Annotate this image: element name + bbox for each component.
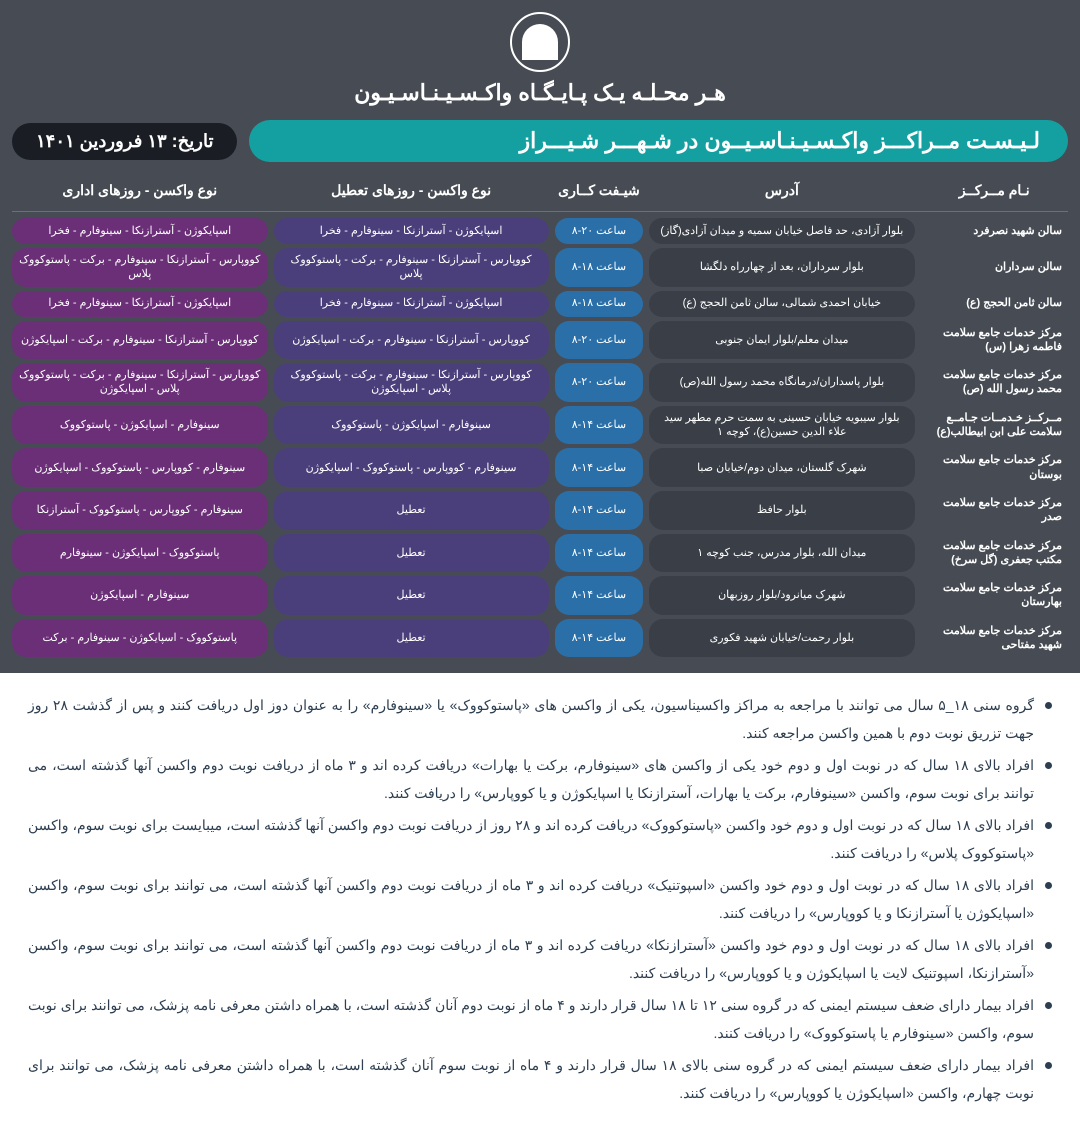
- table-row: سالن سردارانبلوار سرداران، بعد از چهاررا…: [12, 248, 1068, 287]
- cell-vac-work: سینوفارم - کووپارس - پاستوکووک - آسترازن…: [12, 491, 267, 530]
- cell-vac-holiday: تعطیل: [274, 491, 549, 530]
- header-bar: لـیـسـت مــراکـــز واکـسـیـنـاسـیــون در…: [0, 114, 1080, 168]
- top-title: هـر محـلـه یـک پـایـگـاه واکـسـیـنـاسـیـ…: [0, 80, 1080, 106]
- cell-addr: بلوار حافظ: [649, 491, 914, 530]
- table-row: مــرکــز خـدمــات جـامــع سلامت علی ابن …: [12, 406, 1068, 445]
- cell-name: سالن شهید نصرفرد: [921, 218, 1068, 244]
- note-item: افراد بالای ۱۸ سال که در نوبت اول و دوم …: [28, 871, 1052, 927]
- table-row: مرکز خدمات جامع سلامت بهارستانشهرک میانر…: [12, 576, 1068, 615]
- table-row: مرکز خدمات جامع سلامت بوستانشهرک گلستان،…: [12, 448, 1068, 487]
- cell-vac-holiday: سینوفارم - کووپارس - پاستوکووک - اسپایکو…: [274, 448, 549, 487]
- cell-addr: بلوار سرداران، بعد از چهارراه دلگشا: [649, 248, 914, 287]
- table-wrap: نـام مــرکــز آدرس شیـفت کــاری نوع واکس…: [0, 168, 1080, 673]
- cell-vac-work: پاستوکووک - اسپایکوژن - سینوفارم: [12, 534, 267, 573]
- cell-shift: ساعت ۱۴-۸: [555, 619, 644, 658]
- cell-shift: ساعت ۱۸-۸: [555, 291, 644, 317]
- cell-shift: ساعت ۲۰-۸: [555, 321, 644, 360]
- cell-name: مــرکــز خـدمــات جـامــع سلامت علی ابن …: [921, 406, 1068, 445]
- table-row: مرکز خدمات جامع سلامت محمد رسول الله (ص)…: [12, 363, 1068, 402]
- cell-name: مرکز خدمات جامع سلامت صدر: [921, 491, 1068, 530]
- cell-name: مرکز خدمات جامع سلامت فاطمه زهرا (س): [921, 321, 1068, 360]
- cell-shift: ساعت ۲۰-۸: [555, 218, 644, 244]
- cell-vac-work: پاستوکووک - اسپایکوژن - سینوفارم - برکت: [12, 619, 267, 658]
- table-body: سالن شهید نصرفرد بلوار آزادی، حد فاصل خیا…: [12, 218, 1068, 657]
- main-title: لـیـسـت مــراکـــز واکـسـیـنـاسـیــون در…: [249, 120, 1068, 162]
- date-pill: تاریخ: ۱۳ فروردین ۱۴۰۱: [12, 123, 237, 160]
- note-item: گروه سنی ۱۸_۵ سال می توانند با مراجعه به…: [28, 691, 1052, 747]
- note-item: افراد بالای ۱۸ سال که در نوبت اول و دوم …: [28, 751, 1052, 807]
- cell-addr: میدان الله، بلوار مدرس، جنب کوچه ۱: [649, 534, 914, 573]
- cell-addr: بلوار سیبویه خیابان حسینی به سمت حرم مطه…: [649, 406, 914, 445]
- notes-section: گروه سنی ۱۸_۵ سال می توانند با مراجعه به…: [0, 673, 1080, 1135]
- cell-addr: بلوار آزادی، حد فاصل خیابان سمیه و میدان…: [649, 218, 914, 244]
- th-vac-holiday: نوع واکسن - روزهای تعطیل: [274, 178, 549, 203]
- cell-vac-work: کووپارس - آسترازنکا - سینوفارم - برکت - …: [12, 321, 267, 360]
- logo-icon: [510, 12, 570, 72]
- cell-name: مرکز خدمات جامع سلامت محمد رسول الله (ص): [921, 363, 1068, 402]
- cell-addr: میدان معلم/بلوار ایمان جنوبی: [649, 321, 914, 360]
- cell-name: مرکز خدمات جامع سلامت بوستان: [921, 448, 1068, 487]
- note-item: افراد بیمار دارای ضعف سیستم ایمنی که در …: [28, 1051, 1052, 1107]
- cell-vac-work: سینوفارم - اسپایکوژن - پاستوکووک: [12, 406, 267, 445]
- table-row: مرکز خدمات جامع سلامت شهید مفتاحیبلوار ر…: [12, 619, 1068, 658]
- cell-vac-holiday: کووپارس - آسترازنکا - سینوفارم - برکت - …: [274, 321, 549, 360]
- cell-shift: ساعت ۱۴-۸: [555, 491, 644, 530]
- cell-name: سالن ثامن الحجج (ع): [921, 291, 1068, 317]
- cell-name: مرکز خدمات جامع سلامت مکتب جعفری (گل سرخ…: [921, 534, 1068, 573]
- cell-name: مرکز خدمات جامع سلامت بهارستان: [921, 576, 1068, 615]
- th-shift: شیـفت کــاری: [555, 178, 644, 203]
- cell-vac-work: اسپایکوژن - آسترازنکا - سینوفارم - فخرا: [12, 218, 267, 244]
- notes-list: گروه سنی ۱۸_۵ سال می توانند با مراجعه به…: [28, 691, 1052, 1107]
- th-addr: آدرس: [649, 178, 914, 203]
- note-item: افراد بالای ۱۸ سال که در نوبت اول و دوم …: [28, 931, 1052, 987]
- th-name: نـام مــرکــز: [921, 178, 1068, 203]
- cell-addr: بلوار رحمت/خیابان شهید فکوری: [649, 619, 914, 658]
- cell-addr: شهرک میانرود/بلوار روزبهان: [649, 576, 914, 615]
- cell-addr: بلوار پاسداران/درمانگاه محمد رسول الله(ص…: [649, 363, 914, 402]
- table-row: مرکز خدمات جامع سلامت فاطمه زهرا (س)میدا…: [12, 321, 1068, 360]
- cell-shift: ساعت ۱۴-۸: [555, 406, 644, 445]
- cell-vac-holiday: تعطیل: [274, 534, 549, 573]
- cell-vac-holiday: کووپارس - آسترازنکا - سینوفارم - برکت - …: [274, 248, 549, 287]
- th-vac-work: نوع واکسن - روزهای اداری: [12, 178, 268, 203]
- top-section: هـر محـلـه یـک پـایـگـاه واکـسـیـنـاسـیـ…: [0, 0, 1080, 114]
- table-header: نـام مــرکــز آدرس شیـفت کــاری نوع واکس…: [12, 174, 1068, 212]
- cell-name: سالن سرداران: [921, 248, 1068, 287]
- cell-shift: ساعت ۱۴-۸: [555, 534, 644, 573]
- table-row: مرکز خدمات جامع سلامت مکتب جعفری (گل سرخ…: [12, 534, 1068, 573]
- cell-vac-work: اسپایکوژن - آسترازنکا - سینوفارم - فخرا: [12, 291, 267, 317]
- cell-vac-holiday: تعطیل: [274, 576, 549, 615]
- cell-shift: ساعت ۱۴-۸: [555, 448, 644, 487]
- cell-vac-holiday: کووپارس - آسترازنکا - سینوفارم - برکت - …: [274, 363, 549, 402]
- cell-shift: ساعت ۱۴-۸: [555, 576, 644, 615]
- table-row: سالن ثامن الحجج (ع) خیابان احمدی شمالی، س…: [12, 291, 1068, 317]
- cell-vac-work: سینوفارم - اسپایکوژن: [12, 576, 267, 615]
- cell-vac-work: کووپارس - آسترازنکا - سینوفارم - برکت - …: [12, 363, 267, 402]
- table-row: سالن شهید نصرفرد بلوار آزادی، حد فاصل خیا…: [12, 218, 1068, 244]
- cell-vac-holiday: تعطیل: [274, 619, 549, 658]
- cell-vac-holiday: سینوفارم - اسپایکوژن - پاستوکووک: [274, 406, 549, 445]
- cell-vac-holiday: اسپایکوژن - آسترازنکا - سینوفارم - فخرا: [274, 291, 549, 317]
- cell-shift: ساعت ۱۸-۸: [555, 248, 644, 287]
- note-item: افراد بالای ۱۸ سال که در نوبت اول و دوم …: [28, 811, 1052, 867]
- cell-vac-work: سینوفارم - کووپارس - پاستوکووک - اسپایکو…: [12, 448, 267, 487]
- cell-addr: شهرک گلستان، میدان دوم/خیابان صبا: [649, 448, 914, 487]
- table-row: مرکز خدمات جامع سلامت صدربلوار حافظساعت …: [12, 491, 1068, 530]
- cell-name: مرکز خدمات جامع سلامت شهید مفتاحی: [921, 619, 1068, 658]
- cell-shift: ساعت ۲۰-۸: [555, 363, 644, 402]
- cell-vac-holiday: اسپایکوژن - آسترازنکا - سینوفارم - فخرا: [274, 218, 549, 244]
- cell-addr: خیابان احمدی شمالی، سالن ثامن الحجج (ع): [649, 291, 914, 317]
- cell-vac-work: کووپارس - آسترازنکا - سینوفارم - برکت - …: [12, 248, 267, 287]
- note-item: افراد بیمار دارای ضعف سیستم ایمنی که در …: [28, 991, 1052, 1047]
